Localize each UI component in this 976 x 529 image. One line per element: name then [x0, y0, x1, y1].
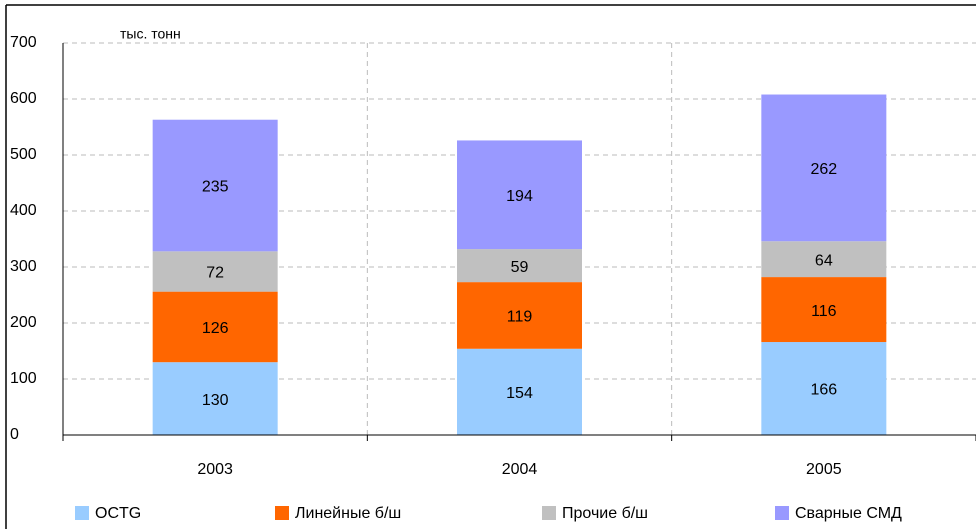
value-label: 116: [811, 303, 837, 320]
bar-segment: [761, 241, 887, 278]
bar-segment: [761, 94, 887, 242]
value-label: 59: [511, 259, 529, 276]
value-label: 126: [202, 320, 229, 337]
legend-label: Линейные б/ш: [295, 505, 401, 522]
value-label: 72: [206, 265, 224, 282]
y-tick-label: 200: [10, 314, 37, 331]
legend-swatch: [275, 506, 289, 520]
legend-swatch: [542, 506, 556, 520]
bar-segment: [152, 251, 278, 292]
bar-segment: [761, 277, 887, 343]
value-label: 119: [507, 309, 533, 326]
x-tick-label: 2005: [806, 461, 842, 478]
bar-segment: [457, 348, 582, 435]
y-tick-label: 600: [10, 90, 37, 107]
bar-segment: [457, 140, 582, 250]
legend-swatch: [775, 506, 789, 520]
y-tick-label: 500: [10, 146, 37, 163]
y-tick-label: 700: [10, 34, 37, 51]
y-tick-label: 400: [10, 202, 37, 219]
value-label: 262: [810, 161, 837, 178]
bar-segment: [152, 119, 278, 252]
bar-segment: [152, 362, 278, 435]
bar-segment: [457, 282, 582, 349]
legend-label: Сварные СМД: [795, 505, 902, 522]
value-label: 130: [202, 392, 229, 409]
y-tick-label: 0: [10, 426, 19, 443]
bar-segment: [457, 249, 582, 283]
x-tick-label: 2004: [502, 461, 538, 478]
x-tick-label: 2003: [197, 461, 233, 478]
legend-label: OCTG: [95, 505, 141, 522]
y-tick-label: 300: [10, 258, 37, 275]
value-label: 166: [810, 382, 837, 399]
value-label: 154: [506, 385, 533, 402]
legend-label: Прочие б/ш: [562, 505, 648, 522]
bar-segment: [152, 291, 278, 363]
value-label: 235: [202, 179, 229, 196]
bar-segment: [761, 342, 887, 435]
unit-label: тыс. тонн: [120, 26, 181, 42]
value-label: 64: [815, 252, 833, 269]
y-tick-label: 100: [10, 370, 37, 387]
legend-swatch: [75, 506, 89, 520]
value-label: 194: [506, 188, 533, 205]
